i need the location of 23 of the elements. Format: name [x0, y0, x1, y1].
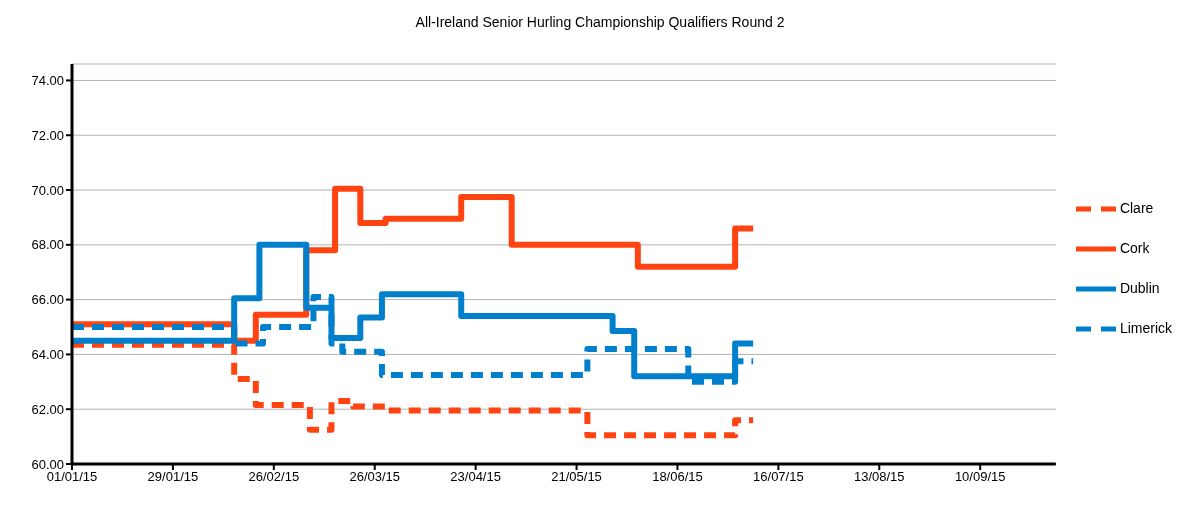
y-tick-label: 68.00 [31, 237, 64, 253]
x-tick-label: 23/04/15 [450, 469, 501, 485]
x-tick-label: 10/09/15 [954, 469, 1006, 485]
x-tick-label: 29/01/15 [147, 469, 199, 485]
x-tick-label: 26/03/15 [349, 469, 401, 485]
legend-label: Dublin [1119, 279, 1160, 296]
y-tick-label: 74.00 [31, 73, 64, 89]
x-tick-label: 13/08/15 [853, 469, 905, 485]
x-tick-label: 21/05/15 [551, 469, 602, 485]
x-tick-label: 16/07/15 [753, 469, 804, 485]
x-tick-label: 26/02/15 [248, 469, 300, 485]
legend-label: Clare [1119, 199, 1154, 216]
y-tick-label: 62.00 [31, 401, 64, 417]
legend-label: Cork [1119, 239, 1150, 256]
y-tick-label: 60.00 [31, 456, 64, 472]
y-tick-label: 66.00 [31, 292, 64, 308]
y-tick-label: 72.00 [31, 127, 64, 143]
legend-label: Limerick [1119, 319, 1172, 336]
x-tick-label: 01/01/15 [46, 469, 98, 485]
chart-title: All-Ireland Senior Hurling Championship Qualifiers Round 2 [414, 14, 786, 32]
y-tick-label: 64.00 [31, 347, 64, 363]
y-tick-label: 70.00 [31, 182, 64, 198]
x-tick-label: 18/06/15 [652, 469, 703, 485]
